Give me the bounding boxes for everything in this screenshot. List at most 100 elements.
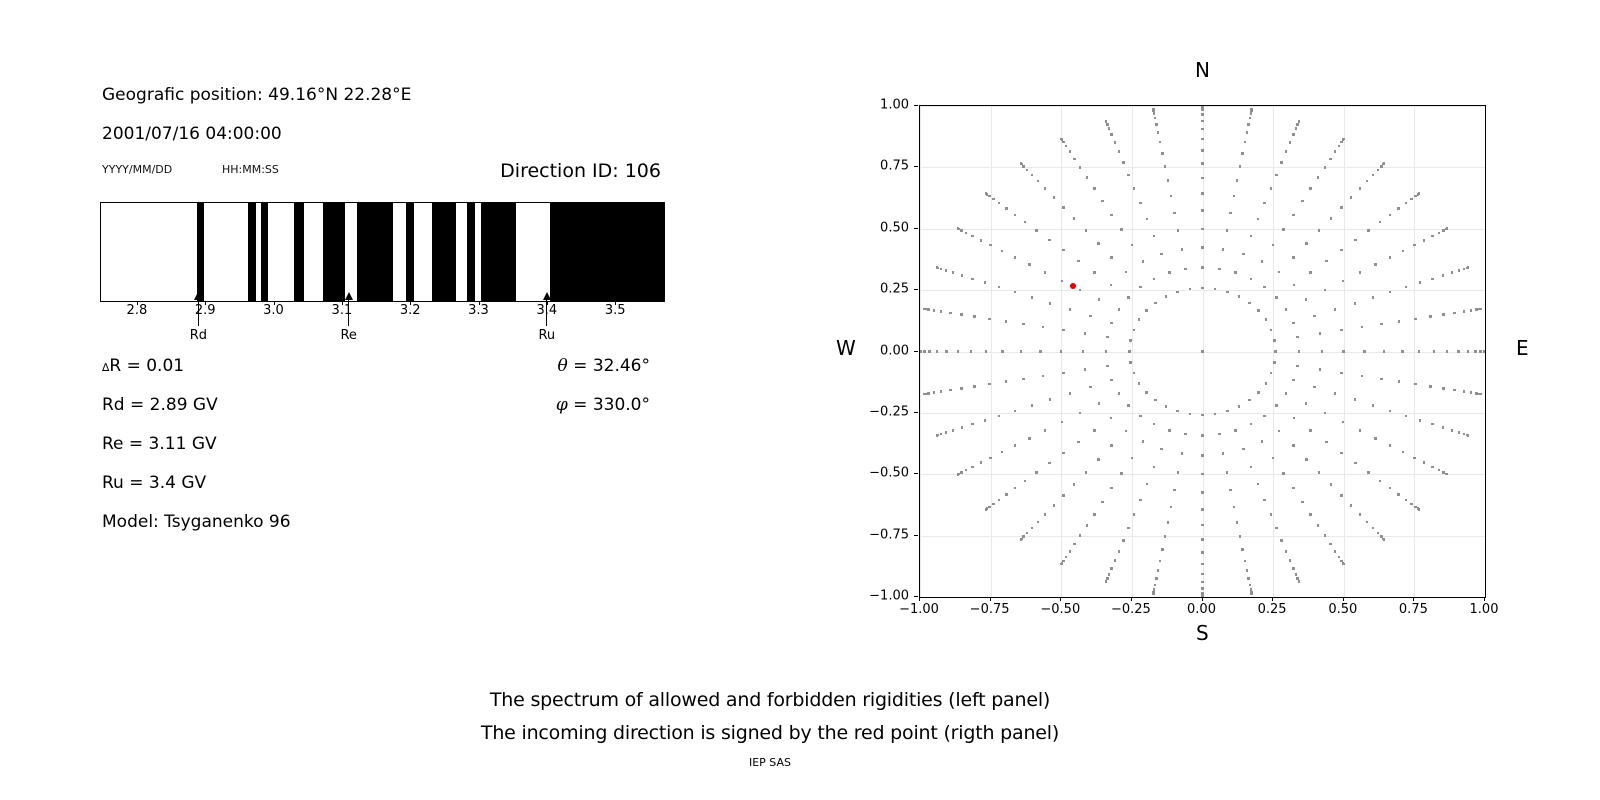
direction-grid-dot — [1145, 391, 1148, 394]
y-tick — [914, 473, 918, 475]
direction-grid-dot — [1160, 252, 1163, 256]
direction-grid-dot — [1388, 409, 1392, 413]
direction-grid-dot — [1275, 526, 1278, 530]
direction-grid-dot — [1062, 451, 1065, 455]
direction-grid-dot — [1004, 320, 1008, 323]
direction-grid-dot — [1156, 131, 1160, 134]
spectrum-tick-label: 2.8 — [126, 303, 148, 318]
direction-grid-dot — [1048, 398, 1052, 401]
direction-grid-dot — [1097, 402, 1101, 405]
direction-grid-dot — [1030, 296, 1034, 299]
direction-grid-dot — [1110, 486, 1113, 490]
direction-grid-dot — [1093, 429, 1096, 432]
direction-grid-dot — [1422, 461, 1426, 464]
direction-grid-dot — [1060, 420, 1064, 424]
direction-grid-dot — [1163, 165, 1167, 168]
direction-grid-dot — [1432, 350, 1436, 353]
direction-grid-dot — [1152, 108, 1155, 111]
theta-readout: θ = 32.46° — [557, 356, 650, 376]
direction-grid-dot — [1466, 350, 1470, 353]
direction-grid-dot — [932, 391, 936, 394]
theta-symbol: θ — [557, 356, 568, 376]
direction-grid-dot — [971, 422, 974, 426]
direction-grid-dot — [1363, 350, 1366, 353]
direction-grid-dot — [1358, 513, 1362, 516]
direction-grid-dot — [1060, 279, 1064, 283]
x-tick — [919, 597, 920, 601]
direction-grid-dot — [928, 350, 931, 353]
spectrum-tick-label: 2.9 — [194, 303, 216, 318]
direction-grid-dot — [1154, 398, 1157, 402]
direction-grid-dot — [983, 419, 987, 422]
direction-grid-dot — [1457, 269, 1461, 272]
direction-grid-dot — [1035, 471, 1038, 474]
direction-grid-dot — [1201, 350, 1204, 353]
direction-grid-dot — [1036, 520, 1040, 524]
direction-grid-dot — [1323, 534, 1327, 537]
gridline — [920, 597, 1485, 598]
direction-grid-dot — [1353, 398, 1357, 401]
direction-grid-dot — [1483, 350, 1485, 353]
direction-grid-dot — [997, 498, 1001, 502]
direction-grid-dot — [1340, 328, 1343, 332]
x-tick-label: 0.50 — [1328, 602, 1358, 617]
direction-grid-dot — [1173, 488, 1176, 492]
direction-grid-dot — [1264, 318, 1268, 321]
direction-grid-dot — [1013, 256, 1017, 259]
direction-grid-dot — [1429, 315, 1432, 318]
direction-grid-dot — [1062, 328, 1065, 332]
direction-grid-dot — [932, 309, 936, 312]
direction-grid-dot — [1282, 228, 1285, 231]
direction-grid-dot — [1256, 217, 1260, 221]
direction-grid-dot — [1164, 405, 1168, 408]
direction-grid-dot — [960, 274, 964, 277]
datetime-text: 2001/07/16 04:00:00 — [102, 124, 282, 144]
direction-grid-dot — [1152, 465, 1156, 469]
direction-grid-dot — [1360, 325, 1364, 329]
direction-grid-dot — [939, 390, 943, 393]
arrow-label: Rd — [189, 328, 208, 343]
direction-grid-dot — [1124, 429, 1128, 433]
direction-grid-dot — [1382, 162, 1386, 165]
direction-grid-dot — [1238, 165, 1242, 168]
x-tick — [1413, 597, 1415, 601]
direction-grid-dot — [1043, 271, 1047, 274]
direction-grid-dot — [1168, 429, 1171, 432]
direction-grid-dot — [1245, 131, 1249, 134]
direction-grid-dot — [1249, 588, 1253, 591]
direction-grid-dot — [1089, 314, 1092, 318]
direction-grid-dot — [1052, 504, 1056, 507]
direction-grid-dot — [1445, 350, 1449, 353]
west-label: W — [836, 336, 856, 360]
direction-grid-dot — [1401, 350, 1404, 353]
direction-grid-dot — [1247, 577, 1250, 580]
direction-grid-dot — [1376, 531, 1380, 535]
direction-grid-dot — [1127, 404, 1130, 407]
direction-grid-dot — [1437, 468, 1441, 472]
direction-grid-dot — [1397, 320, 1401, 323]
direction-grid-dot — [1072, 483, 1076, 486]
direction-grid-dot — [1093, 271, 1096, 274]
x-tick-label: −0.25 — [1110, 602, 1151, 617]
direction-grid-dot — [1349, 504, 1353, 507]
direction-grid-dot — [1201, 246, 1204, 249]
direction-grid-dot — [1342, 562, 1345, 566]
direction-grid-dot — [1337, 555, 1341, 559]
direction-grid-dot — [1462, 267, 1466, 271]
direction-grid-dot — [1248, 583, 1252, 587]
y-tick — [914, 350, 918, 352]
direction-grid-dot — [1085, 524, 1089, 527]
direction-grid-dot — [1360, 374, 1364, 378]
direction-grid-dot — [1237, 405, 1241, 408]
direction-grid-dot — [1316, 524, 1320, 527]
direction-grid-dot — [1241, 548, 1244, 551]
direction-grid-dot — [997, 285, 1001, 289]
direction-grid-dot — [1280, 539, 1283, 542]
direction-grid-dot — [1155, 577, 1158, 580]
y-tick-label: −0.25 — [869, 404, 909, 420]
direction-grid-dot — [1376, 168, 1380, 172]
direction-grid-dot — [935, 266, 939, 269]
gridline — [920, 412, 1485, 414]
direction-grid-dot — [1245, 569, 1249, 572]
direction-grid-dot — [1077, 259, 1080, 263]
